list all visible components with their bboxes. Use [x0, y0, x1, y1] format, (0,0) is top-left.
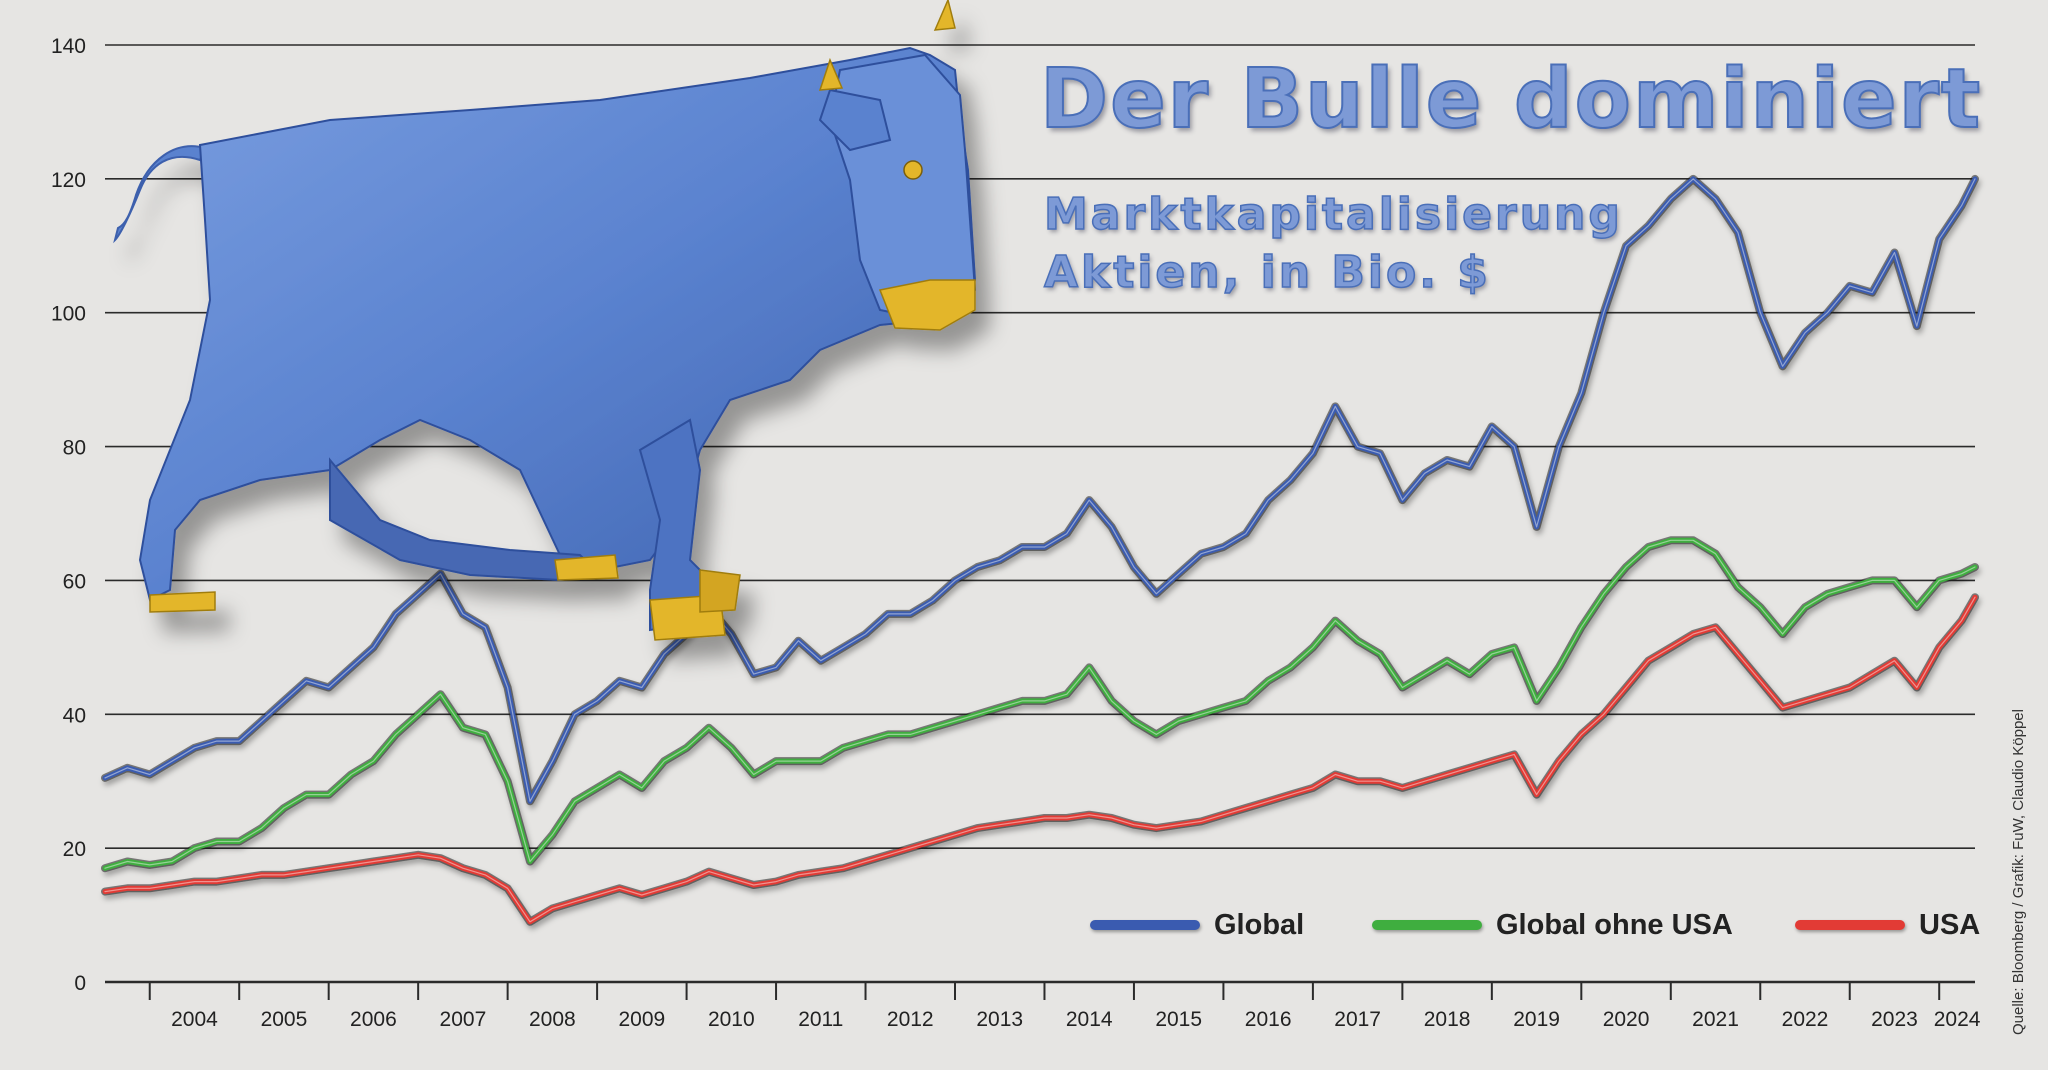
bull-hoof-back — [149, 591, 216, 613]
legend-label-usa: USA — [1919, 908, 1981, 941]
x-tick-label: 2006 — [350, 1008, 397, 1031]
bull-horn-left — [818, 57, 844, 91]
x-tick-label: 2022 — [1782, 1008, 1829, 1031]
x-tick-label: 2005 — [261, 1008, 308, 1031]
series-lines — [101, 174, 1979, 926]
y-axis-ticks: 0 20 40 60 80 100 120 140 — [51, 35, 86, 995]
legend-item-global: Global — [1090, 905, 1304, 945]
x-tick-label: 2019 — [1513, 1008, 1560, 1031]
x-tick-label: 2020 — [1603, 1008, 1650, 1031]
x-tick-label: 2013 — [976, 1008, 1023, 1031]
series-line-highlight-usa — [104, 596, 1976, 923]
series-line-highlight-global — [104, 178, 1976, 802]
x-tick-label: 2007 — [440, 1008, 487, 1031]
y-tick-label: 120 — [51, 169, 86, 192]
source-credit: Quelle: Bloomberg / Grafik: FuW, Claudio… — [2010, 709, 2027, 1035]
x-tick-label: 2016 — [1245, 1008, 1292, 1031]
x-axis-ticks: 2004 2005 2006 2007 2008 2009 2010 2011 2012 2013… — [148, 982, 1981, 1031]
y-tick-label: 100 — [51, 303, 86, 326]
y-tick-label: 0 — [74, 972, 86, 995]
legend-label-global-ohne-usa: Global ohne USA — [1496, 908, 1733, 941]
legend-item-global-ohne-usa: Global ohne USA — [1372, 905, 1733, 945]
bull-eye — [903, 160, 923, 180]
series-line-highlight-global_ohne_usa — [104, 539, 1976, 869]
x-tick-label: 2018 — [1424, 1008, 1471, 1031]
x-tick-label: 2023 — [1871, 1008, 1918, 1031]
y-tick-label: 140 — [51, 35, 86, 58]
bull-hoof-front-right — [699, 569, 741, 613]
x-tick-label: 2014 — [1066, 1008, 1113, 1031]
legend-swatch-usa — [1795, 920, 1905, 930]
x-tick-label: 2011 — [798, 1008, 843, 1031]
series-line-usa — [102, 594, 1978, 925]
legend-swatch-global-ohne-usa — [1372, 920, 1482, 930]
x-tick-label: 2024 — [1934, 1008, 1981, 1031]
x-tick-label: 2008 — [529, 1008, 576, 1031]
bull-horn-right — [933, 0, 956, 31]
x-tick-label: 2021 — [1692, 1008, 1739, 1031]
x-tick-label: 2017 — [1334, 1008, 1381, 1031]
bull-illustration — [113, 0, 977, 641]
bull-hoof-back-2 — [554, 554, 619, 581]
x-tick-label: 2012 — [887, 1008, 934, 1031]
series-global — [101, 174, 1979, 806]
chart-title: Der Bulle dominiert — [1039, 51, 1983, 148]
x-tick-label: 2015 — [1155, 1008, 1202, 1031]
x-tick-label: 2009 — [618, 1008, 665, 1031]
x-tick-label: 2010 — [708, 1008, 755, 1031]
bull-snout — [878, 279, 976, 331]
subtitle-line-1: Marktkapitalisierung — [1043, 188, 1623, 241]
legend-swatch-global — [1090, 920, 1200, 930]
legend-item-usa: USA — [1795, 905, 1980, 945]
subtitle-line-2: Aktien, in Bio. $ — [1043, 246, 1491, 299]
y-tick-label: 40 — [63, 704, 86, 727]
y-tick-label: 80 — [63, 437, 86, 460]
y-tick-label: 60 — [63, 570, 86, 593]
series-line-outline-usa — [101, 593, 1979, 926]
bull-tail — [113, 145, 207, 244]
x-tick-label: 2004 — [171, 1008, 218, 1031]
series-global_ohne_usa — [101, 536, 1979, 873]
bull-ear — [818, 88, 892, 152]
chart-subtitle: Marktkapitalisierung Aktien, in Bio. $ — [1043, 186, 1623, 302]
series-usa — [101, 593, 1979, 926]
y-tick-label: 20 — [63, 838, 86, 861]
legend-label-global: Global — [1214, 908, 1305, 941]
